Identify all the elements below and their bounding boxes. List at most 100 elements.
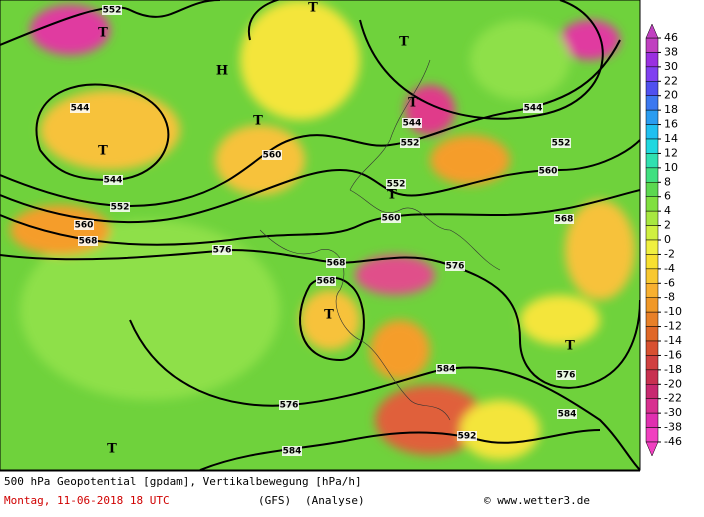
colorbar-swatch (645, 124, 659, 140)
contour-label-bg (457, 431, 477, 441)
contour-labels: 552 544 544 552 560 568 576 560 544 552 552 560 544 5… (70, 5, 577, 457)
colorbar-swatch (645, 384, 659, 399)
contour-label: 544 (524, 104, 543, 114)
colorbar-label: -20 (664, 377, 682, 390)
footer-title: 500 hPa Geopotential [gpdam], Vertikalbe… (4, 475, 362, 488)
colorbar-label: 2 (664, 219, 671, 232)
contour-label-bg (402, 118, 422, 128)
pressure-marker: T (399, 35, 409, 50)
colorbar-label: -38 (664, 421, 682, 434)
footer-run: (Analyse) (305, 494, 365, 507)
colorbar-label: 8 (664, 175, 671, 188)
colorbar-label: 10 (664, 161, 678, 174)
colorbar-swatch (645, 326, 659, 342)
contour-label-bg (279, 400, 299, 410)
pressure-marker: T (107, 442, 117, 457)
colorbar-label: 30 (664, 60, 678, 73)
map-frame (0, 0, 641, 471)
colorbar-label: -18 (664, 363, 682, 376)
contour-label-bg (538, 166, 558, 176)
contour-label: 592 (458, 432, 477, 442)
colorbar-label: -10 (664, 305, 682, 318)
colorbar-label: -46 (664, 435, 682, 448)
colorbar-swatch (645, 210, 659, 226)
contour-label-bg (400, 138, 420, 148)
contour-label-bg (436, 364, 456, 374)
contour-label: 576 (280, 401, 299, 411)
colorbar-label: -22 (664, 392, 682, 405)
contour-label-bg (557, 409, 577, 419)
colorbar-label: 16 (664, 118, 678, 131)
contour-label-bg (212, 245, 232, 255)
contour-label: 568 (327, 259, 346, 269)
footer-copyright: © www.wetter3.de (484, 494, 590, 507)
colorbar-label: 46 (664, 31, 678, 44)
contour-label-bg (262, 150, 282, 160)
pressure-markers: T T T T T T T T T T H (98, 1, 575, 457)
colorbar-bottom-arrow (645, 441, 659, 457)
colorbar-label: 12 (664, 146, 678, 159)
colorbar-label: 18 (664, 103, 678, 116)
contour-label-bg (326, 258, 346, 268)
colorbar-top-arrow (645, 23, 659, 39)
contour-label-bg (551, 138, 571, 148)
colorbar-swatch (645, 398, 659, 414)
contour-label: 552 (111, 203, 130, 213)
pressure-marker: T (98, 26, 108, 41)
colorbar-label: 14 (664, 132, 678, 145)
contour-label-bg (78, 236, 98, 246)
colorbar-label: -4 (664, 262, 675, 275)
contour-label: 576 (446, 262, 465, 272)
colorbar-label: 22 (664, 74, 678, 87)
contour-label-bg (74, 220, 94, 230)
colorbar-swatch (645, 52, 659, 68)
contour-label: 552 (103, 6, 122, 16)
contour-label: 544 (71, 104, 90, 114)
colorbar-swatch (645, 254, 659, 270)
contour-label: 584 (558, 410, 577, 420)
colorbar-swatch (645, 369, 659, 385)
contour-label-bg (282, 446, 302, 456)
colorbar-label: 0 (664, 233, 671, 246)
geopotential-contours (0, 0, 640, 470)
contour-label-bg (381, 213, 401, 223)
colorbar-label: 20 (664, 89, 678, 102)
pressure-marker: T (408, 96, 418, 111)
contour-label-bg (554, 214, 574, 224)
colorbar-swatch (645, 225, 659, 241)
contour-label: 560 (539, 167, 558, 177)
contour-label-bg (70, 103, 90, 113)
colorbar-swatch (645, 427, 659, 443)
contour-label-bg (110, 202, 130, 212)
pressure-marker: T (387, 188, 397, 203)
colorbar-swatch (645, 412, 659, 428)
colorbar-swatch (645, 66, 659, 82)
contour-label: 544 (403, 119, 422, 129)
contour-label: 568 (317, 277, 336, 287)
contour-label: 552 (401, 139, 420, 149)
colorbar-label: -14 (664, 334, 682, 347)
colorbar-label: -16 (664, 348, 682, 361)
colorbar-swatch (645, 340, 659, 356)
colorbar-label: -6 (664, 276, 675, 289)
pressure-marker: T (253, 114, 263, 129)
colorbar-swatch (645, 355, 659, 371)
colorbar-swatch (645, 95, 659, 111)
contour-label: 560 (75, 221, 94, 231)
colorbar-label: 4 (664, 204, 671, 217)
contour-label-bg (523, 103, 543, 113)
colorbar-swatch (645, 138, 659, 154)
colorbar-swatch (645, 153, 659, 169)
contour-label: 560 (382, 214, 401, 224)
pressure-marker: T (565, 339, 575, 354)
colorbar-label: 38 (664, 45, 678, 58)
colorbar-label: -12 (664, 320, 682, 333)
pressure-marker: T (324, 308, 334, 323)
contour-label: 552 (552, 139, 571, 149)
contour-label-bg (556, 370, 576, 380)
colorbar-swatch (645, 268, 659, 284)
contour-label: 560 (263, 151, 282, 161)
colorbar-label: 6 (664, 190, 671, 203)
colorbar-swatch (645, 196, 659, 212)
footer-model: (GFS) (258, 494, 291, 507)
